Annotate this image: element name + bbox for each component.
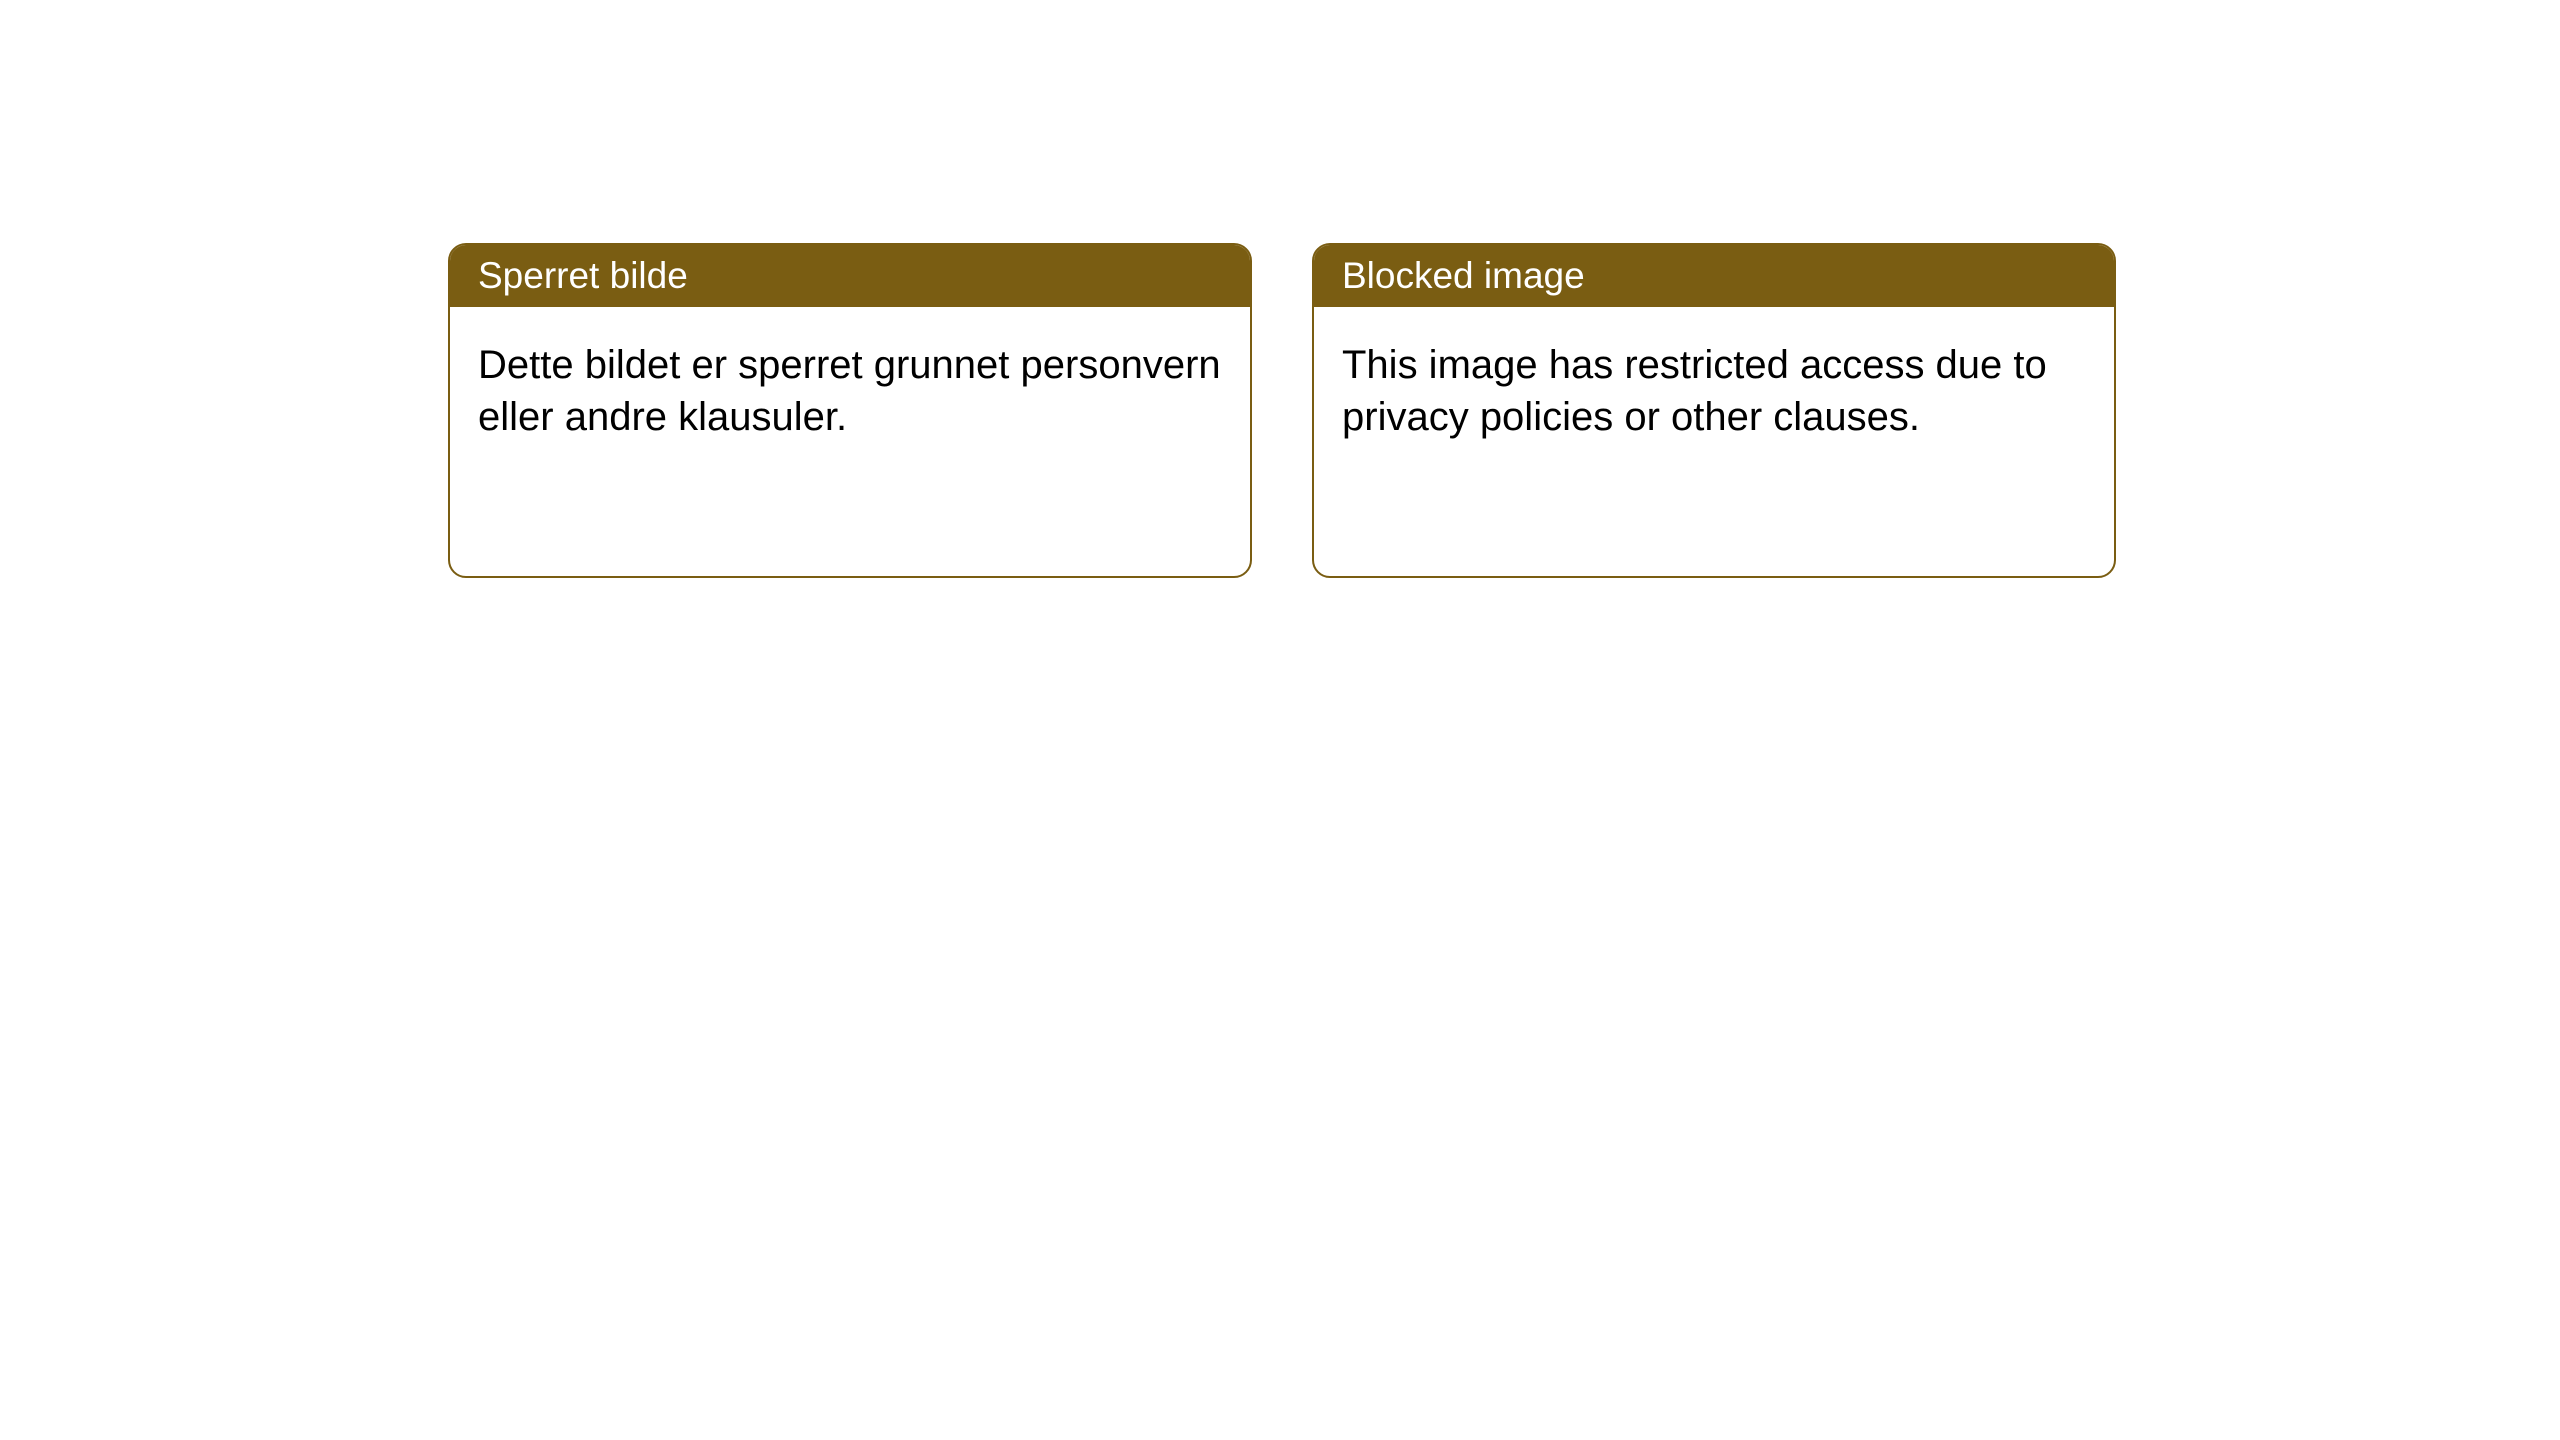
- notice-body: Dette bildet er sperret grunnet personve…: [450, 307, 1250, 475]
- notice-container: Sperret bilde Dette bildet er sperret gr…: [0, 0, 2560, 578]
- notice-title: Sperret bilde: [450, 245, 1250, 307]
- notice-title: Blocked image: [1314, 245, 2114, 307]
- notice-card-english: Blocked image This image has restricted …: [1312, 243, 2116, 578]
- notice-body: This image has restricted access due to …: [1314, 307, 2114, 475]
- notice-card-norwegian: Sperret bilde Dette bildet er sperret gr…: [448, 243, 1252, 578]
